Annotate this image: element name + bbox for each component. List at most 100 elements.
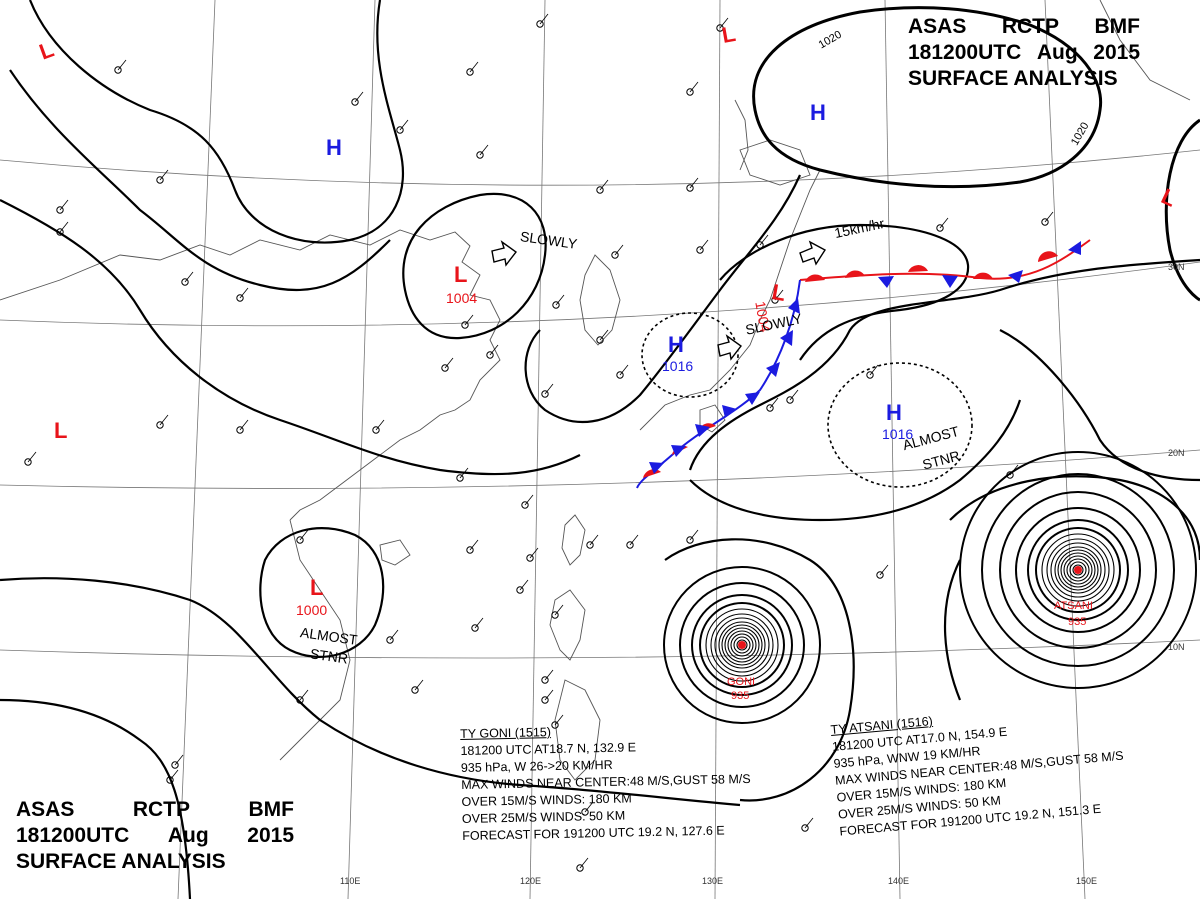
station-plot (296, 696, 304, 704)
wind-barb (59, 199, 69, 211)
typhoon-isobar-ring (724, 627, 760, 663)
wind-barb (159, 169, 169, 181)
wind-barb (1044, 211, 1054, 223)
typhoon-isobar-ring (1050, 542, 1106, 598)
wind-barb (599, 329, 609, 341)
agency-asas: ASAS (16, 798, 75, 821)
arrow-slowly-2 (717, 334, 742, 361)
cold-triangle (780, 330, 793, 346)
typhoon-name: GONI (727, 676, 756, 688)
typhoon-isobar-ring (679, 582, 805, 708)
typhoon-isobar-ring (1027, 519, 1129, 621)
wind-barb (389, 629, 399, 641)
low-marker: L (454, 262, 468, 287)
wind-barb (689, 177, 699, 189)
typhoon-isobar-ring (1057, 549, 1099, 591)
station-plot (786, 396, 794, 404)
wind-barb (869, 364, 879, 376)
warm-bump (908, 265, 928, 272)
wind-barb (469, 539, 479, 551)
isobar-1020-north (752, 6, 1103, 189)
isobar-1000-low (259, 527, 385, 658)
wind-barb (159, 414, 169, 426)
wind-barb (184, 271, 194, 283)
isobar-north-1 (28, 0, 404, 244)
wind-barb (555, 294, 565, 306)
station-plot (866, 371, 874, 379)
wind-barb (879, 564, 889, 576)
wind-barb (579, 857, 589, 869)
station-plot (466, 68, 474, 76)
station-plot (686, 88, 694, 96)
wind-barb (299, 529, 309, 541)
time-month: Aug (167, 824, 209, 847)
typhoon-isobar-ring (1066, 558, 1090, 582)
station-plot (586, 541, 594, 549)
station-plots (24, 13, 1054, 872)
wind-barb (619, 364, 629, 376)
station-plot (716, 24, 724, 32)
title-row-agency: ASAS RCTP BMF (16, 797, 294, 823)
typhoon-pressure: 935 (1068, 616, 1087, 628)
station-plot (686, 184, 694, 192)
parallel-10n (0, 639, 1200, 659)
agency-asas: ASAS (908, 15, 967, 38)
wind-barb (27, 451, 37, 463)
title-row-product: SURFACE ANALYSIS (16, 849, 294, 875)
coast-korea (579, 254, 621, 346)
lat-label: 30N (1168, 262, 1185, 272)
lon-label: 130E (702, 876, 724, 886)
station-plot (936, 224, 944, 232)
title-block-top: ASAS RCTP BMF 181200UTC Aug 2015 SURFACE… (908, 14, 1140, 92)
time-utc: 181200UTC (16, 824, 130, 847)
station-plot (876, 571, 884, 579)
time-year: 2015 (247, 824, 294, 847)
high-pressure-value: 1016 (662, 358, 694, 374)
typhoon-atsani-center (1074, 566, 1082, 574)
isobar-atsani-outer2 (943, 559, 962, 701)
station-plot (471, 624, 479, 632)
wind-barb (789, 389, 799, 401)
coast-taiwan (561, 514, 586, 566)
coast-philippines-south (554, 679, 601, 781)
station-plot (552, 301, 560, 309)
wind-barb (599, 179, 609, 191)
station-plot (541, 390, 549, 398)
lat-label: 20N (1168, 448, 1185, 458)
station-plot (696, 246, 704, 254)
typhoon-isobar-ring (1072, 564, 1084, 576)
movement-arrows (491, 240, 826, 361)
station-plot (521, 501, 529, 509)
coast-kamchatka (1099, 0, 1191, 101)
coast-china (0, 229, 501, 521)
low-marker: L (310, 575, 324, 600)
station-plot (526, 554, 534, 562)
isobar-goni-outer (664, 538, 855, 802)
title-row-time: 181200UTC Aug 2015 (16, 823, 294, 849)
typhoon-isobar-ring (710, 613, 774, 677)
station-plot (181, 278, 189, 286)
wind-barb (699, 239, 709, 251)
cold-triangle (649, 462, 664, 474)
cold-triangle (722, 405, 737, 418)
station-plot (551, 721, 559, 729)
isobar-1016-ocean (827, 362, 973, 488)
wind-barb (939, 217, 949, 229)
typhoon-isobar-ring (1015, 507, 1141, 633)
station-plot (541, 676, 549, 684)
cold-triangle (671, 445, 686, 457)
station-plot (56, 228, 64, 236)
typhoon-isobar-ring (1046, 538, 1110, 602)
typhoon-pressure: 935 (731, 690, 750, 702)
wind-barb (519, 579, 529, 591)
parallel-20n (0, 449, 1200, 489)
station-plot (541, 696, 549, 704)
product-name: SURFACE ANALYSIS (16, 850, 226, 873)
typhoon-isobar-ring (714, 617, 770, 673)
wind-barb (414, 679, 424, 691)
title-row-product: SURFACE ANALYSIS (908, 66, 1140, 92)
station-plot (581, 808, 589, 816)
isobar-east-1 (999, 329, 1200, 482)
lon-label: 110E (340, 876, 361, 886)
